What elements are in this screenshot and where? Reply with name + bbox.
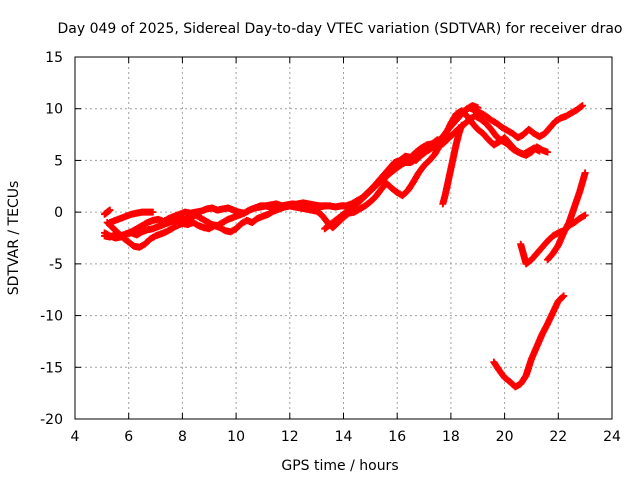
y-tick-label: 5 <box>54 153 63 169</box>
x-tick-label: 12 <box>281 429 299 445</box>
data-point <box>581 169 589 177</box>
y-tick-label: -10 <box>40 309 63 325</box>
x-tick-label: 22 <box>549 429 567 445</box>
x-tick-label: 20 <box>496 429 514 445</box>
data-point <box>474 104 482 112</box>
y-tick-label: 15 <box>45 50 63 66</box>
x-tick-label: 18 <box>442 429 460 445</box>
chart-title: Day 049 of 2025, Sidereal Day-to-day VTE… <box>57 21 622 37</box>
x-tick-label: 6 <box>124 429 133 445</box>
data-point <box>321 202 329 210</box>
data-point <box>560 292 568 300</box>
x-tick-label: 4 <box>71 429 80 445</box>
data-point <box>458 121 466 129</box>
data-marker-fill <box>559 293 567 301</box>
data-point <box>149 208 157 216</box>
data-point <box>544 148 552 156</box>
x-axis-label: GPS time / hours <box>281 458 398 474</box>
axes: 4 6 8 10 12 14 16 18 20 22 24 15 10 5 0 -5 -10 -15 -20 <box>40 50 621 445</box>
y-axis-label: SDTVAR / TECUs <box>6 181 22 296</box>
y-tick-label: 10 <box>45 102 63 118</box>
x-tick-label: 10 <box>227 429 245 445</box>
data-point <box>581 211 589 219</box>
y-tick-label: -5 <box>49 257 63 273</box>
data-point <box>578 102 586 110</box>
y-tick-label: -15 <box>40 360 63 376</box>
data-point <box>536 147 544 155</box>
x-tick-label: 16 <box>388 429 406 445</box>
data-point <box>106 206 114 214</box>
x-tick-label: 24 <box>603 429 621 445</box>
y-tick-label: -20 <box>40 412 63 428</box>
plot-frame <box>74 56 613 420</box>
data-point <box>433 136 441 144</box>
x-tick-label: 8 <box>178 429 187 445</box>
y-tick-label: 0 <box>54 205 63 221</box>
data-markers <box>101 102 589 391</box>
x-tick-label: 14 <box>335 429 353 445</box>
